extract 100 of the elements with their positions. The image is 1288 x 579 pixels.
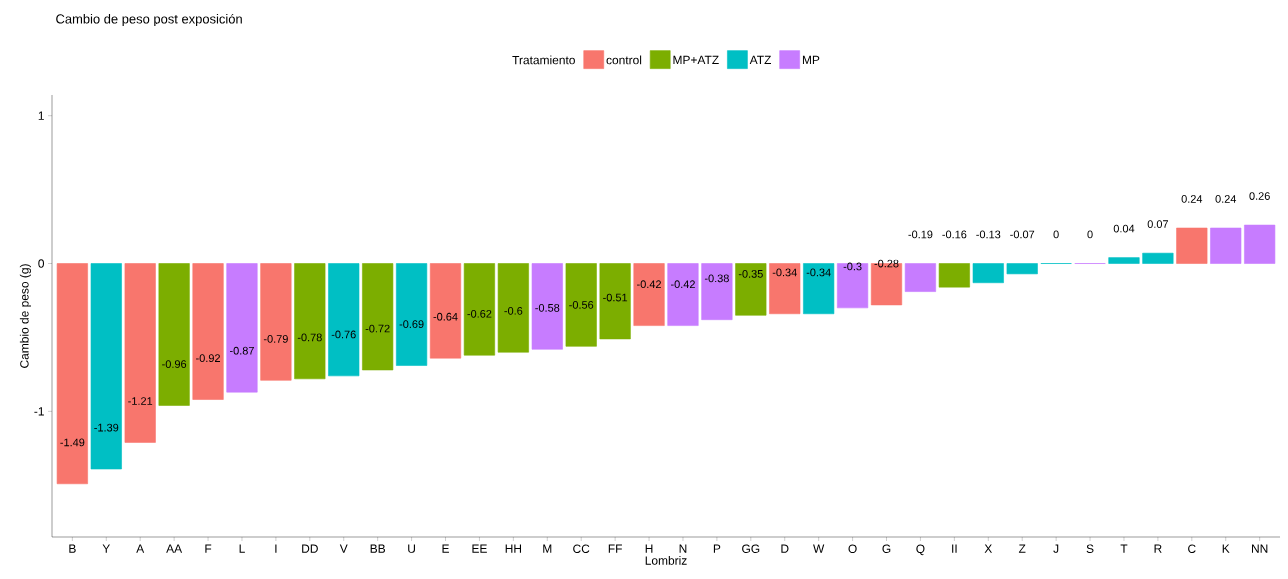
x-tick-label: Q [916, 544, 925, 556]
x-tick-label: F [205, 544, 212, 553]
bar [497, 263, 529, 353]
bar [803, 263, 835, 315]
x-tick-label: H [645, 544, 653, 553]
data-label: -0.34 [772, 268, 797, 277]
x-tick-label: L [239, 544, 245, 553]
x-tick-label: U [408, 544, 415, 553]
data-label: -0.38 [704, 274, 729, 283]
data-label: -0.42 [670, 280, 695, 289]
legend-label: ATZ [749, 55, 772, 64]
data-label: -0.16 [942, 230, 967, 239]
data-label: -0.72 [365, 324, 390, 333]
bar [90, 263, 122, 470]
x-tick-label: A [136, 544, 145, 553]
data-label: -0.76 [331, 330, 356, 339]
bar [1244, 224, 1276, 264]
bar [1176, 227, 1208, 264]
data-label: 0.07 [1147, 220, 1169, 228]
x-tick-label: M [543, 544, 552, 553]
x-tick-label: O [848, 544, 857, 553]
data-label: 0.24 [1215, 195, 1237, 203]
x-tick-label: W [813, 544, 825, 553]
y-tick-label: 0 [38, 259, 45, 268]
y-tick-label: -1 [34, 407, 44, 416]
data-label: -0.96 [162, 360, 187, 368]
data-label: -0.19 [908, 230, 933, 239]
data-label: -0.64 [433, 312, 458, 321]
bar [158, 263, 190, 406]
x-tick-label: T [1120, 544, 1128, 553]
legend-label: MP+ATZ [673, 55, 719, 64]
x-tick-label: N [679, 544, 687, 553]
bar [1108, 257, 1140, 264]
bar [396, 263, 428, 366]
x-tick-label: II [952, 544, 957, 553]
bar [769, 263, 801, 315]
x-axis-title: Lombriz [645, 555, 687, 565]
data-label: -0.69 [399, 320, 424, 329]
bar [1006, 263, 1038, 275]
x-tick-label: K [1222, 544, 1230, 553]
data-label: -1.39 [94, 423, 119, 432]
bar [226, 263, 258, 393]
data-label: -0.92 [196, 354, 220, 363]
bar [667, 263, 699, 326]
bar [701, 263, 733, 320]
data-label: -0.51 [603, 293, 628, 302]
x-tick-label: BB [370, 544, 386, 553]
bar [531, 263, 563, 350]
bar [599, 263, 631, 340]
data-label: -0.3 [843, 262, 862, 271]
bar [260, 263, 292, 381]
x-tick-label: G [882, 544, 891, 553]
data-label: 0.04 [1113, 224, 1135, 233]
x-tick-label: Y [102, 544, 110, 553]
y-axis-title: Cambio de peso (g) [19, 264, 32, 368]
x-tick-label: D [781, 544, 789, 553]
data-label: -0.34 [806, 268, 831, 277]
x-tick-label: S [1086, 544, 1094, 553]
x-tick-label: Z [1018, 544, 1026, 553]
bar [837, 263, 869, 309]
x-tick-label: FF [608, 544, 622, 553]
x-tick-label: C [1188, 544, 1196, 553]
x-tick-label: NN [1252, 544, 1268, 553]
x-tick-label: AA [166, 544, 183, 553]
data-label: -0.13 [976, 230, 1001, 239]
data-label: -1.49 [60, 438, 85, 447]
x-tick-label: B [69, 544, 76, 553]
bar [972, 263, 1004, 284]
bar [294, 263, 326, 380]
data-label: -1.21 [128, 397, 153, 405]
bar [192, 263, 224, 400]
bar [633, 263, 665, 326]
legend-label: control [606, 55, 642, 65]
x-tick-label: V [339, 544, 348, 553]
data-label: -0.56 [569, 301, 594, 309]
bar [1210, 227, 1242, 264]
bar [938, 263, 970, 288]
x-tick-label: P [713, 544, 721, 553]
bar [904, 263, 936, 292]
x-tick-label: GG [742, 544, 760, 553]
data-label: 0 [1053, 230, 1059, 239]
legend-title: Tratamiento [512, 55, 575, 65]
data-label: 0.24 [1181, 195, 1203, 203]
data-label: -0.28 [874, 259, 899, 268]
bar [56, 263, 88, 485]
bar [565, 263, 597, 347]
bar [735, 263, 767, 316]
x-tick-label: X [984, 544, 993, 553]
data-label: -0.79 [263, 335, 288, 343]
data-label: -0.87 [229, 346, 254, 355]
y-tick-label: 1 [38, 111, 44, 120]
bar [463, 263, 495, 356]
data-label: -0.07 [1010, 230, 1035, 239]
bar [328, 263, 360, 377]
x-tick-label: EE [472, 544, 487, 553]
data-label: -0.6 [504, 306, 523, 315]
data-label: 0.26 [1249, 192, 1270, 200]
x-tick-label: J [1053, 544, 1059, 553]
x-tick-label: DD [302, 544, 318, 553]
legend-label: MP [802, 55, 820, 64]
